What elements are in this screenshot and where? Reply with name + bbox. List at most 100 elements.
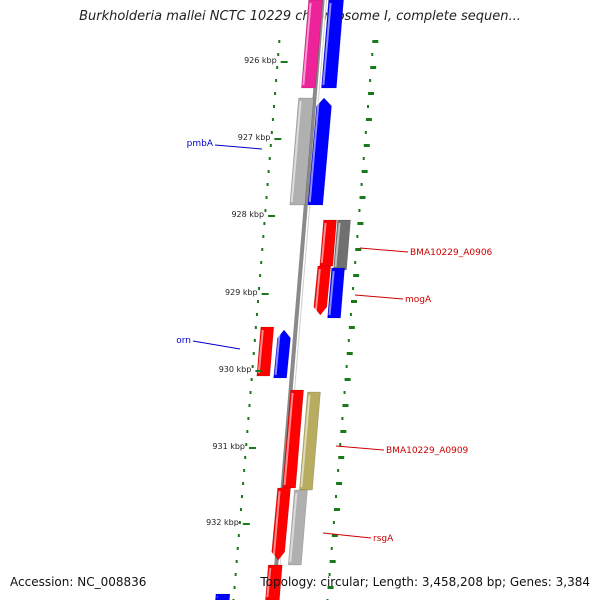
gene-block-rsga[interactable] — [287, 489, 308, 566]
feature-track[interactable] — [215, 0, 351, 600]
gc-dot — [364, 131, 367, 134]
gc-dot — [265, 196, 268, 199]
gc-dot — [272, 105, 275, 108]
gc-dot — [336, 482, 343, 485]
gc-dot — [250, 378, 253, 381]
gene-block-highlight — [320, 222, 327, 264]
gc-dot — [357, 222, 364, 225]
gc-dot — [348, 326, 355, 329]
kbp-tick — [274, 138, 282, 140]
gc-dot — [260, 261, 263, 264]
gc-dot — [254, 326, 257, 329]
gc-dot — [278, 40, 281, 43]
gc-dot — [244, 456, 247, 459]
gene-block-gray-pmba[interactable] — [289, 97, 314, 206]
gc-dot — [246, 430, 249, 433]
gc-dot — [268, 157, 271, 160]
gc-dot — [327, 586, 334, 589]
gc-dot — [249, 391, 252, 394]
gc-dot — [261, 248, 264, 251]
gc-dot — [349, 313, 352, 316]
gene-block-blue-top[interactable] — [321, 0, 344, 89]
gc-dot — [233, 586, 236, 589]
gene-label-moga[interactable]: mogA — [405, 295, 432, 305]
gene-label-leader — [335, 445, 385, 451]
kbp-label: 927 kbp — [238, 133, 271, 142]
gc-dot — [241, 495, 244, 498]
gc-dot — [342, 404, 349, 407]
gene-labels[interactable]: pmbA BMA10229_A0906 mogA orn BMA10229_A0909r… — [176, 139, 492, 544]
gc-dots-right — [326, 40, 379, 600]
gc-dot — [245, 443, 248, 446]
kbp-tick — [255, 370, 263, 372]
kbp-label: 931 kbp — [212, 442, 245, 451]
kbp-tick — [261, 293, 269, 295]
kbp-label: 928 kbp — [231, 210, 264, 219]
gc-dot — [251, 365, 254, 368]
gene-block-red-low[interactable] — [271, 487, 291, 561]
gc-dot — [331, 534, 338, 537]
gene-block-highlight — [314, 268, 321, 313]
gene-block-pink[interactable] — [301, 0, 323, 89]
gc-dot — [242, 482, 245, 485]
gene-block-highlight — [302, 2, 312, 86]
genome-stats-text: Topology: circular; Length: 3,458,208 bp… — [260, 575, 590, 589]
gene-label-bma10229_a0909[interactable]: BMA10229_A0909 — [386, 446, 469, 456]
gc-dot — [340, 430, 347, 433]
gene-label-leader — [359, 247, 409, 253]
gc-dots-left — [232, 40, 281, 600]
gc-dot — [368, 92, 375, 95]
gc-dot — [262, 235, 265, 238]
gc-dot — [345, 365, 348, 368]
gc-dot — [335, 495, 338, 498]
gc-dot — [248, 404, 251, 407]
gc-dot — [263, 222, 266, 225]
gc-dot — [257, 300, 259, 303]
gc-dot — [259, 274, 262, 277]
gene-label-leader — [214, 144, 263, 150]
gc-dot — [343, 391, 346, 394]
gene-block-a0909[interactable] — [299, 391, 321, 491]
gene-block-highlight — [257, 329, 264, 374]
gene-label-pmba[interactable]: pmbA — [187, 139, 214, 149]
gc-dot — [366, 105, 369, 108]
gc-dot — [352, 287, 355, 290]
gc-dot — [266, 183, 269, 186]
kbp-tick — [280, 61, 288, 63]
gc-dot — [270, 131, 273, 134]
gene-label-leader — [354, 294, 404, 300]
gene-block-highlight — [322, 2, 332, 86]
gene-block-highlight — [308, 100, 320, 203]
gene-label-leader — [322, 532, 372, 539]
gc-dot — [253, 339, 256, 342]
accession-text: Accession: NC_008836 — [10, 575, 147, 589]
gene-block-highlight — [272, 490, 281, 558]
gc-dot — [237, 534, 240, 537]
gc-dot — [372, 40, 379, 43]
gene-block-highlight — [328, 270, 335, 316]
gc-dot — [354, 261, 357, 264]
gc-dot — [369, 79, 372, 82]
kbp-tick — [249, 447, 257, 449]
kbp-tick — [268, 215, 276, 217]
gc-dot — [275, 79, 278, 82]
gene-label-rsga[interactable]: rsgA — [373, 534, 394, 544]
gc-dot — [269, 144, 272, 147]
gc-dot — [235, 560, 238, 563]
gene-label-bma10229_a0906[interactable]: BMA10229_A0906 — [410, 248, 493, 258]
gene-block-red-long[interactable] — [282, 389, 304, 489]
gene-label-orn[interactable]: orn — [176, 336, 191, 346]
gene-label-leader — [192, 340, 241, 350]
gc-dot — [339, 443, 342, 446]
gc-dot — [330, 547, 333, 550]
gc-dot — [236, 547, 239, 550]
gc-dot — [361, 170, 368, 173]
gc-dot — [365, 118, 372, 121]
gc-dot — [264, 209, 267, 212]
gc-dot — [355, 248, 362, 251]
gene-block-highlight — [334, 222, 341, 268]
gene-block-blue-bottom[interactable] — [215, 593, 231, 600]
gc-dot — [344, 378, 351, 381]
gc-dot — [333, 508, 340, 511]
